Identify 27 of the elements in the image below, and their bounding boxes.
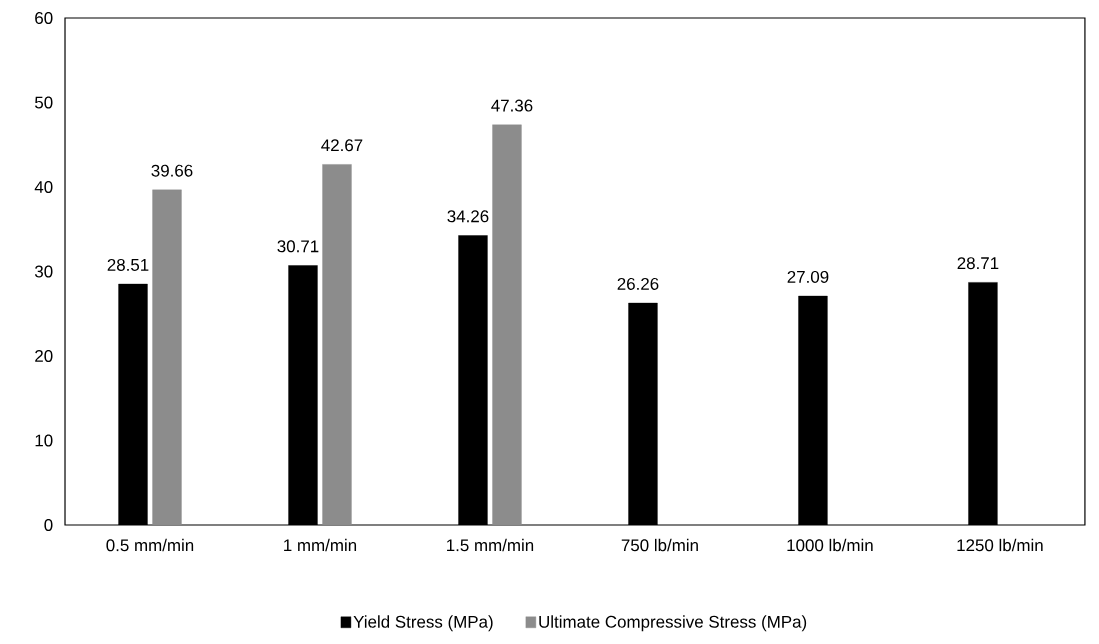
data-label: 26.26 [617,277,659,290]
x-tick-label: 1.5 mm/min [447,538,534,552]
legend-label: Yield Stress (MPa) [353,615,493,632]
data-label: 39.66 [151,164,193,177]
x-tick-label: 1250 lb/min [957,538,1043,552]
y-tick-label: 0 [44,518,53,531]
data-label: 47.36 [491,99,533,112]
data-label: 28.51 [107,258,149,271]
data-label: 30.71 [277,240,319,253]
data-label: 27.09 [787,270,829,283]
bar [492,124,522,525]
x-tick-label: 1 mm/min [284,538,357,552]
data-label: 34.26 [447,210,489,223]
x-tick-label: 0.5 mm/min [106,538,194,552]
bar [152,189,182,525]
data-label: 42.67 [321,139,363,152]
legend-label: Ultimate Compressive Stress (MPa) [539,615,807,632]
y-tick-label: 50 [35,96,53,109]
y-tick-label: 30 [34,265,53,278]
x-tick-label: 750 lb/min [621,538,698,552]
y-tick-label: 60 [35,11,53,24]
data-label: 28.71 [957,257,999,270]
y-tick-label: 40 [34,180,53,193]
x-tick-label: 1000 lb/min [787,538,873,552]
y-tick-label: 10 [35,434,53,447]
y-tick-label: 20 [35,349,53,362]
bar [322,164,352,525]
